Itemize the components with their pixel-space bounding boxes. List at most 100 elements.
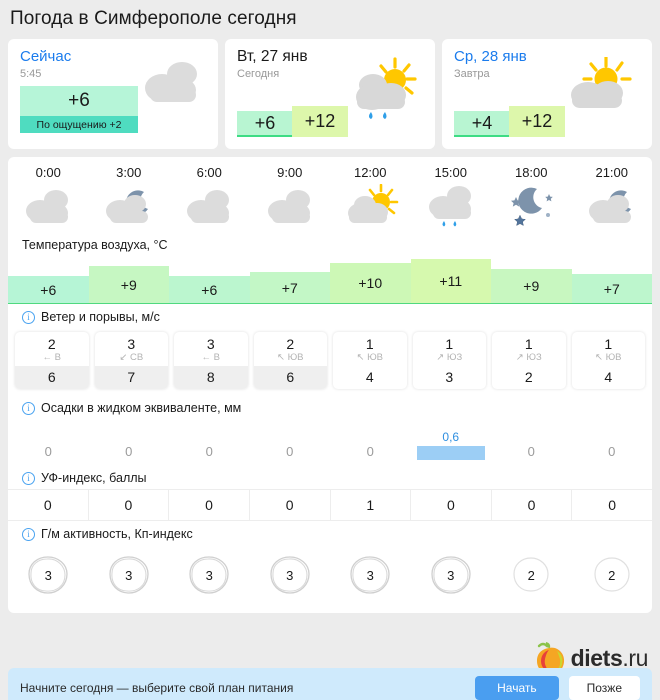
precipitation-bar [416,446,485,460]
kp-cell: 2 [491,553,572,597]
temperature-bar-label: +6 [40,281,57,298]
kp-cell: 3 [89,553,170,597]
precipitation-cell: 0 [491,419,572,465]
promo-banner[interactable]: Начните сегодня — выберите свой план пит… [8,668,652,700]
page-title: Погода в Симферополе сегодня [10,8,297,29]
section-label-uv: i УФ-индекс, баллы [8,465,652,489]
site-logo[interactable]: diets.ru [533,640,648,676]
section-label-temperature: Температура воздуха, °C [22,238,168,252]
hourly-detail-panel: 0:00 3:00 [8,157,652,613]
wind-speed: 2 [286,336,295,352]
precipitation-value: 0 [205,444,213,459]
wind-gust: 7 [94,366,168,389]
card-now[interactable]: Сейчас 5:45 +6 По ощущению +2 [8,39,218,149]
cloud-icon [8,180,89,232]
info-icon[interactable]: i [22,401,35,415]
precipitation-cell: 0 [169,419,250,465]
kp-cell: 3 [169,553,250,597]
uv-value: 0 [8,490,89,520]
wind-speed: 1 [524,336,533,352]
hour-column[interactable]: 9:00 [250,165,331,232]
uv-value: 0 [492,490,573,520]
kp-circle-icon [350,556,390,594]
precipitation-value: 0 [44,444,52,459]
wind-gust: 3 [445,369,454,385]
section-label-precipitation-text: Осадки в жидком эквиваленте, мм [41,401,242,415]
card-tomorrow-title: Ср, 28 янв [454,48,527,65]
hours-header-row: 0:00 3:00 [8,157,652,232]
temperature-chart: +6 +9 +6 +7 +10 +11 +9 +7 [8,256,652,304]
section-label-precipitation: i Осадки в жидком эквиваленте, мм [8,395,652,419]
card-now-head: Сейчас 5:45 [8,39,218,82]
hour-column[interactable]: 18:00 [491,165,572,232]
wind-direction-label: СВ [129,352,144,363]
card-today[interactable]: Вт, 27 янв Сегодня [225,39,435,149]
wind-cell: 1 ↗ ЮЗ 2 [489,332,569,389]
hour-column[interactable]: 12:00 [330,165,411,232]
section-label-geomagnetic: i Г/м активность, Кп-индекс [8,521,652,545]
card-tomorrow[interactable]: Ср, 28 янв Завтра [442,39,652,149]
kp-circle-icon [28,556,68,594]
card-today-head: Вт, 27 янв Сегодня [225,39,435,82]
wind-direction: ↗ ЮЗ [492,352,566,366]
kp-value: 3 [447,567,455,583]
uv-value: 0 [411,490,492,520]
hour-column[interactable]: 0:00 [8,165,89,232]
uv-value: 0 [169,490,250,520]
hour-label: 21:00 [595,165,629,180]
wind-direction-label: ЮВ [605,352,622,363]
kp-circle-icon [189,556,229,594]
hour-label: 3:00 [116,165,142,180]
geomagnetic-row: 3 3 3 3 [8,545,652,613]
promo-banner-primary-button[interactable]: Начать [475,676,559,700]
hour-column[interactable]: 3:00 [89,165,170,232]
kp-circle-icon [513,557,549,592]
precipitation-value: 0 [608,444,616,459]
promo-banner-secondary-button[interactable]: Позже [568,676,640,700]
uv-value: 0 [89,490,170,520]
wind-cell: 1 ↖ ЮВ 4 [330,332,410,389]
info-icon[interactable]: i [22,471,35,485]
temperature-bar: +6 [8,276,89,304]
wind-speed: 3 [127,336,136,352]
hour-column[interactable]: 15:00 [411,165,492,232]
section-label-uv-text: УФ-индекс, баллы [41,471,147,485]
wind-box: 1 ↖ ЮВ 4 [333,332,407,389]
kp-value: 3 [205,567,213,583]
wind-gust: 8 [174,366,248,389]
precipitation-value: 0 [286,444,294,459]
kp-value: 3 [125,567,133,583]
temperature-bar-label: +9 [120,276,137,293]
hour-column[interactable]: 6:00 [169,165,250,232]
precipitation-value: 0,6 [442,430,460,444]
card-tomorrow-temps: +4 +12 [454,106,565,137]
hour-label: 0:00 [35,165,61,180]
info-icon[interactable]: i [22,310,35,324]
hour-column[interactable]: 21:00 [572,165,653,232]
info-icon[interactable]: i [22,527,35,541]
wind-direction: ← В [15,352,89,366]
temperature-bar: +7 [571,274,652,304]
precipitation-cell: 0 [250,419,331,465]
cloud-icon [138,57,204,112]
kp-value: 2 [527,567,535,583]
wind-box: 1 ↗ ЮЗ 3 [412,332,486,389]
wind-gust: 4 [365,369,374,385]
wind-box: 2 ↖ ЮВ 6 [253,332,327,389]
section-label-wind: i Ветер и порывы, м/с [8,304,652,328]
wind-direction: ↖ ЮВ [333,352,407,366]
wind-speed: 1 [604,336,613,352]
temperature-bar: +9 [491,269,572,304]
card-today-night-temp: +6 [237,111,293,137]
wind-cell: 1 ↗ ЮЗ 3 [410,332,490,389]
kp-value: 3 [44,567,52,583]
wind-direction-label: ЮВ [367,352,384,363]
wind-cell: 2 ↖ ЮВ 6 [251,332,331,389]
hour-label: 12:00 [353,165,387,180]
section-label-wind-text: Ветер и порывы, м/с [41,310,160,324]
now-temperature: +6 [20,86,138,116]
logo-tld: .ru [622,644,648,671]
precipitation-cell: 0 [89,419,170,465]
promo-banner-inner: Начните сегодня — выберите свой план пит… [8,668,652,700]
temperature-bar-label: +7 [603,280,620,297]
